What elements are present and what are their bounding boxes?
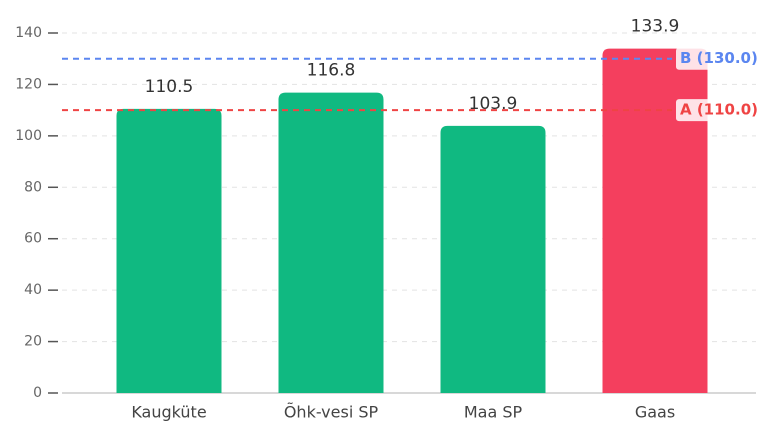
x-tick-label: Gaas: [635, 403, 675, 421]
value-label: 110.5: [145, 77, 194, 97]
bar: [440, 125, 546, 393]
y-tick-label: 20: [24, 334, 42, 350]
y-tick-label: 100: [15, 128, 42, 144]
reference-label-box: [676, 99, 762, 122]
reference-label: A (110.0): [680, 101, 758, 119]
x-tick-label: Kaugküte: [131, 403, 206, 421]
bar: [602, 48, 708, 393]
y-tick-label: 80: [24, 179, 42, 195]
y-tick-label: 0: [33, 385, 42, 401]
value-label: 103.9: [469, 94, 518, 114]
value-label: 133.9: [631, 17, 680, 37]
value-label: 116.8: [307, 61, 356, 81]
reference-label: B (130.0): [680, 49, 758, 67]
y-tick-label: 120: [15, 76, 42, 92]
x-tick-label: Maa SP: [464, 403, 523, 421]
y-tick-label: 60: [24, 231, 42, 247]
reference-label-box: [676, 47, 762, 70]
bar: [116, 108, 222, 393]
x-tick-label: Õhk-vesi SP: [284, 403, 379, 421]
y-tick-label: 140: [15, 25, 42, 41]
bar: [278, 92, 384, 394]
y-tick-label: 40: [24, 282, 42, 298]
